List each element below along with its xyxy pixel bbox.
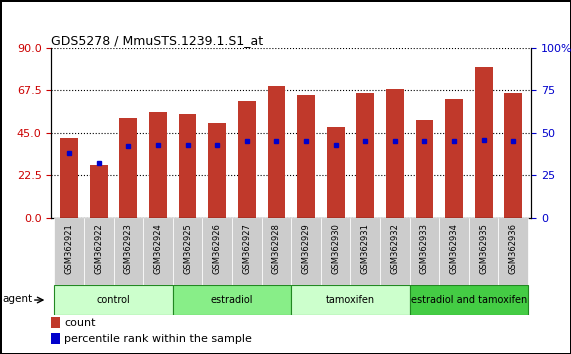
FancyBboxPatch shape bbox=[114, 218, 143, 285]
Bar bbox=[61, 138, 78, 218]
Text: percentile rank within the sample: percentile rank within the sample bbox=[65, 334, 252, 344]
Bar bbox=[386, 89, 404, 218]
Text: GSM362924: GSM362924 bbox=[154, 223, 163, 274]
Bar bbox=[119, 118, 137, 218]
Bar bbox=[297, 95, 315, 218]
Text: GSM362926: GSM362926 bbox=[212, 223, 222, 274]
Text: GSM362933: GSM362933 bbox=[420, 223, 429, 274]
FancyBboxPatch shape bbox=[54, 218, 84, 285]
Bar bbox=[51, 317, 60, 329]
Bar bbox=[90, 165, 108, 218]
FancyBboxPatch shape bbox=[173, 218, 202, 285]
FancyBboxPatch shape bbox=[380, 218, 409, 285]
Bar bbox=[475, 67, 493, 218]
FancyBboxPatch shape bbox=[321, 218, 351, 285]
Bar bbox=[268, 86, 286, 218]
Text: GSM362921: GSM362921 bbox=[65, 223, 74, 274]
FancyBboxPatch shape bbox=[54, 285, 173, 315]
FancyBboxPatch shape bbox=[439, 218, 469, 285]
FancyBboxPatch shape bbox=[84, 218, 114, 285]
FancyBboxPatch shape bbox=[351, 218, 380, 285]
Text: estradiol: estradiol bbox=[211, 295, 254, 305]
FancyBboxPatch shape bbox=[291, 218, 321, 285]
Text: GSM362930: GSM362930 bbox=[331, 223, 340, 274]
Text: GSM362931: GSM362931 bbox=[361, 223, 370, 274]
Bar bbox=[179, 114, 196, 218]
Text: agent: agent bbox=[3, 293, 33, 303]
FancyBboxPatch shape bbox=[202, 218, 232, 285]
Text: control: control bbox=[96, 295, 130, 305]
Bar bbox=[208, 123, 226, 218]
Bar bbox=[416, 120, 433, 218]
Text: GSM362932: GSM362932 bbox=[391, 223, 399, 274]
Bar bbox=[51, 333, 60, 344]
Text: tamoxifen: tamoxifen bbox=[326, 295, 375, 305]
Text: GSM362927: GSM362927 bbox=[242, 223, 251, 274]
Text: GSM362935: GSM362935 bbox=[479, 223, 488, 274]
Text: GSM362922: GSM362922 bbox=[94, 223, 103, 274]
Bar bbox=[149, 112, 167, 218]
FancyBboxPatch shape bbox=[262, 218, 291, 285]
Bar bbox=[504, 93, 522, 218]
Bar bbox=[327, 127, 344, 218]
Text: GSM362928: GSM362928 bbox=[272, 223, 281, 274]
FancyBboxPatch shape bbox=[291, 285, 409, 315]
Text: GSM362925: GSM362925 bbox=[183, 223, 192, 274]
FancyBboxPatch shape bbox=[173, 285, 291, 315]
Bar bbox=[356, 93, 374, 218]
Text: estradiol and tamoxifen: estradiol and tamoxifen bbox=[411, 295, 527, 305]
Text: GSM362929: GSM362929 bbox=[301, 223, 311, 274]
FancyBboxPatch shape bbox=[232, 218, 262, 285]
Text: count: count bbox=[65, 318, 96, 328]
Bar bbox=[445, 99, 463, 218]
Text: GSM362936: GSM362936 bbox=[509, 223, 518, 274]
FancyBboxPatch shape bbox=[409, 285, 528, 315]
Bar bbox=[238, 101, 256, 218]
Text: GSM362923: GSM362923 bbox=[124, 223, 133, 274]
FancyBboxPatch shape bbox=[409, 218, 439, 285]
Text: GDS5278 / MmuSTS.1239.1.S1_at: GDS5278 / MmuSTS.1239.1.S1_at bbox=[51, 34, 263, 47]
FancyBboxPatch shape bbox=[143, 218, 173, 285]
FancyBboxPatch shape bbox=[469, 218, 498, 285]
FancyBboxPatch shape bbox=[498, 218, 528, 285]
Text: GSM362934: GSM362934 bbox=[449, 223, 459, 274]
